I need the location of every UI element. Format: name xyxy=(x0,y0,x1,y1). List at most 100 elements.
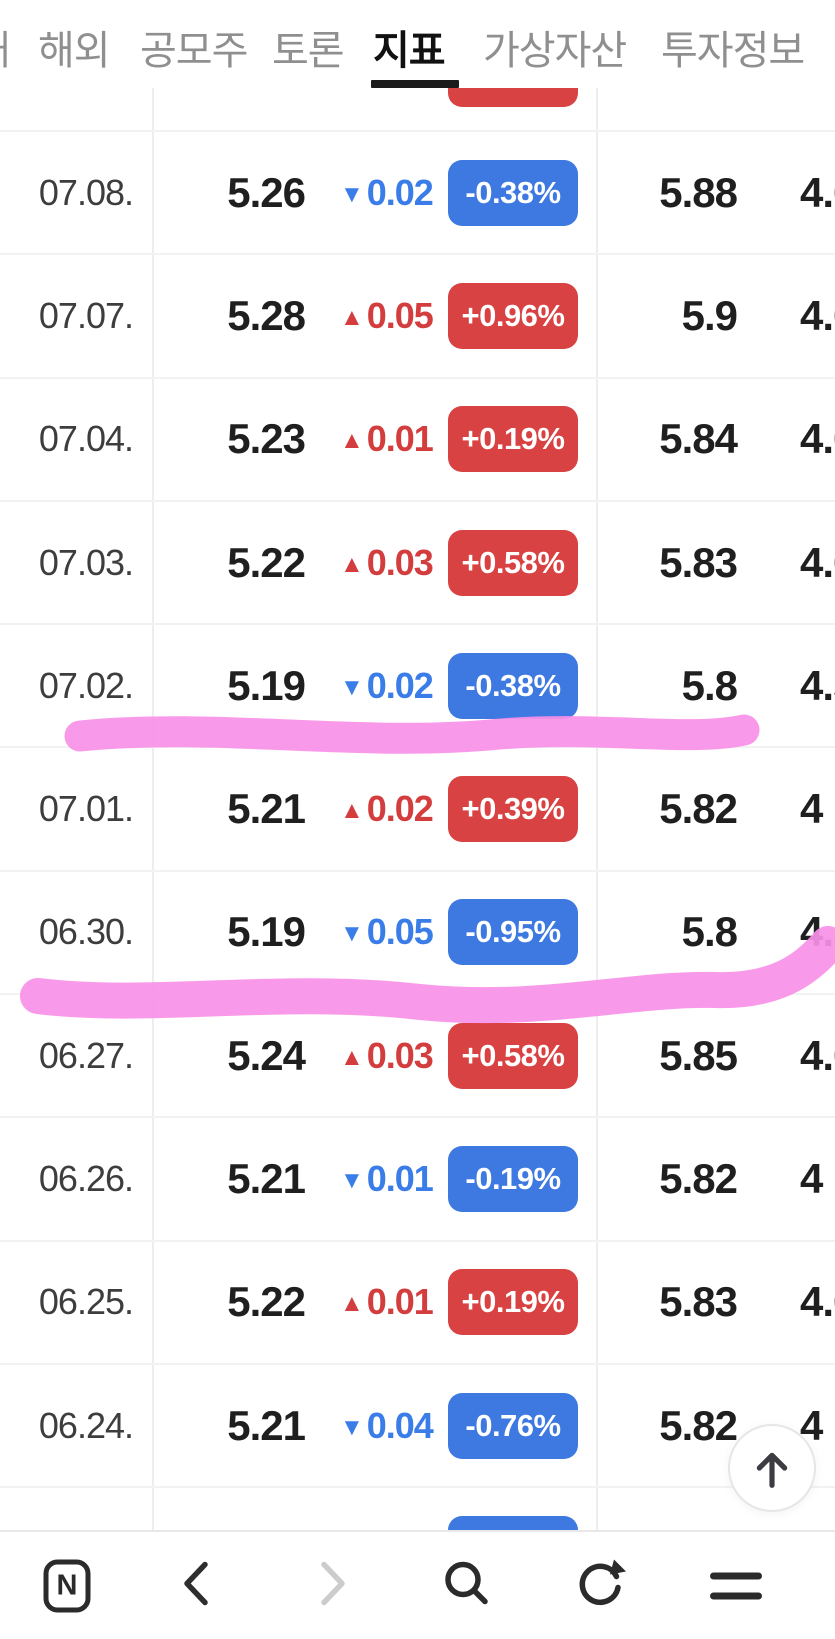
truncated-value-cell: 4.0 xyxy=(800,291,835,339)
table-row: 07.08. 5.26 ▼0.02 -0.38% 5.88 4.0 xyxy=(0,132,835,256)
naver-home-button[interactable]: N xyxy=(43,1559,91,1612)
date-cell: 07.02. xyxy=(38,664,134,706)
percent-badge: -0.38% xyxy=(448,652,578,719)
date-cell: 07.01. xyxy=(38,788,134,830)
secondary-value-cell: 5.9 xyxy=(681,291,738,339)
back-button[interactable] xyxy=(177,1559,217,1612)
search-icon xyxy=(445,1561,488,1604)
table-row: 06.30. 5.19 ▼0.05 -0.95% 5.8 4.5 xyxy=(0,872,835,996)
date-cell: 07.03. xyxy=(38,541,134,583)
percent-badge: +0.96% xyxy=(448,282,578,349)
table-row: 06.26. 5.21 ▼ 0.01 -0.19% 5.82 4 xyxy=(0,1118,835,1242)
change-value: 0.02 xyxy=(366,788,434,830)
change-direction-icon: ▼ xyxy=(340,1413,364,1441)
change-direction-icon: ▲ xyxy=(340,1043,364,1071)
table-row: 06.24. 5.21 ▼ 0.04 -0.76% 5.82 4 xyxy=(0,1365,835,1489)
price-cell: 5.24 xyxy=(227,1031,306,1079)
date-cell: 07.07. xyxy=(38,294,134,336)
change-value: 0.05 xyxy=(366,294,434,336)
table-row: 07.01. 5.21 ▲ 0.02 +0.39% 5.82 4 xyxy=(0,748,835,872)
scroll-to-top-button[interactable] xyxy=(728,1424,816,1512)
menu-icon xyxy=(710,1572,762,1599)
tab-investment-info[interactable]: 투자정보 xyxy=(661,29,805,73)
change-cell: ▼ 0.01 xyxy=(340,1158,434,1200)
change-direction-icon: ▲ xyxy=(340,550,364,578)
search-button[interactable] xyxy=(442,1558,492,1613)
secondary-value-cell: 5.82 xyxy=(659,1155,738,1203)
price-cell: 5.22 xyxy=(227,538,306,586)
secondary-value-cell: 5.82 xyxy=(659,785,738,833)
date-cell: 07.08. xyxy=(38,171,134,213)
percent-badge: +0.39% xyxy=(448,776,578,843)
secondary-value-cell: 5.83 xyxy=(659,1278,738,1326)
truncated-value-cell: 4 xyxy=(800,1401,823,1449)
secondary-value-cell: 5.8 xyxy=(681,908,738,956)
change-value: 0.03 xyxy=(366,541,434,583)
change-value: 0.05 xyxy=(366,911,434,953)
change-direction-icon: ▼ xyxy=(340,920,364,948)
refresh-button[interactable] xyxy=(574,1557,626,1614)
browser-toolbar: N xyxy=(0,1530,835,1639)
change-value: 0.02 xyxy=(366,171,434,213)
price-cell: 5.22 xyxy=(227,1278,306,1326)
change-cell: ▲ 0.05 xyxy=(340,294,434,337)
tab-indicators-active[interactable]: 지표 xyxy=(373,29,446,73)
tab-ipo[interactable]: 공모주 xyxy=(140,29,248,73)
change-direction-icon: ▼ xyxy=(340,180,364,208)
change-value: 0.03 xyxy=(366,1034,434,1076)
partial-row-top xyxy=(0,87,835,132)
truncated-value-cell: 4.5 xyxy=(800,661,835,709)
secondary-value-cell: 5.82 xyxy=(659,1401,738,1449)
column-divider-1 xyxy=(152,88,154,1530)
menu-button[interactable] xyxy=(710,1572,762,1599)
price-cell: 5.21 xyxy=(227,1401,306,1449)
percent-badge: -0.19% xyxy=(448,1146,578,1213)
percent-badge: -0.95% xyxy=(448,899,578,966)
table-row: 07.02. 5.19 ▼0.02 -0.38% 5.8 4.5 xyxy=(0,625,835,749)
percent-badge: -0.76% xyxy=(448,1392,578,1459)
date-cell: 07.04. xyxy=(38,418,134,460)
change-cell: ▲ 0.03 xyxy=(340,541,434,584)
table-row: 06.25. 5.22 ▲0.01 +0.19% 5.83 4.0 xyxy=(0,1242,835,1365)
active-tab-underline xyxy=(371,80,459,88)
date-cell: 06.27. xyxy=(38,1034,134,1076)
change-direction-icon: ▲ xyxy=(340,427,364,455)
date-cell: 06.30. xyxy=(38,911,134,953)
partial-row-bottom xyxy=(0,1488,835,1583)
date-cell: 06.25. xyxy=(38,1281,134,1323)
table-row: 06.27. 5.24 ▲0.03 +0.58% 5.85 4.0 xyxy=(0,995,835,1119)
refresh-icon xyxy=(579,1559,626,1605)
price-cell: 5.19 xyxy=(227,908,306,956)
tab-crypto[interactable]: 가상자산 xyxy=(483,29,627,73)
naver-logo-icon: N xyxy=(43,1559,91,1612)
price-cell: 5.19 xyxy=(227,661,306,709)
change-cell: ▼ 0.02 xyxy=(340,171,434,214)
change-direction-icon: ▼ xyxy=(340,673,364,701)
truncated-value-cell: 4.0 xyxy=(800,1031,835,1079)
table-rows: 07.08. 5.26 ▼0.02 -0.38% 5.88 4.0 07.07.… xyxy=(0,132,835,1489)
tab-overseas[interactable]: 해외 xyxy=(38,29,111,73)
truncated-value-cell: 4.0 xyxy=(800,415,835,463)
truncated-value-cell: 4.0 xyxy=(800,168,835,216)
tab-partial-domestic[interactable]: 내 xyxy=(0,18,11,76)
secondary-value-cell: 5.88 xyxy=(659,168,738,216)
change-value: 0.01 xyxy=(366,418,434,460)
date-cell: 06.26. xyxy=(38,1158,134,1200)
change-direction-icon: ▲ xyxy=(340,303,364,331)
column-divider-2 xyxy=(596,88,598,1530)
change-cell: ▲ 0.02 xyxy=(340,788,434,830)
table-row: 07.04. 5.23 ▲0.01 +0.19% 5.84 4.0 xyxy=(0,379,835,502)
tab-discussion[interactable]: 토론 xyxy=(272,29,345,73)
percent-badge: +0.58% xyxy=(448,1022,578,1089)
date-cell: 06.24. xyxy=(38,1404,134,1446)
price-cell: 5.21 xyxy=(227,785,306,833)
secondary-value-cell: 5.83 xyxy=(659,538,738,586)
forward-button-disabled[interactable] xyxy=(312,1559,352,1612)
change-value: 0.02 xyxy=(366,664,434,706)
price-cell: 5.23 xyxy=(227,415,306,463)
secondary-value-cell: 5.8 xyxy=(681,661,738,709)
change-cell: ▲ 0.03 xyxy=(340,1034,434,1077)
naver-logo-letter: N xyxy=(56,1569,78,1601)
change-value: 0.01 xyxy=(366,1281,434,1323)
